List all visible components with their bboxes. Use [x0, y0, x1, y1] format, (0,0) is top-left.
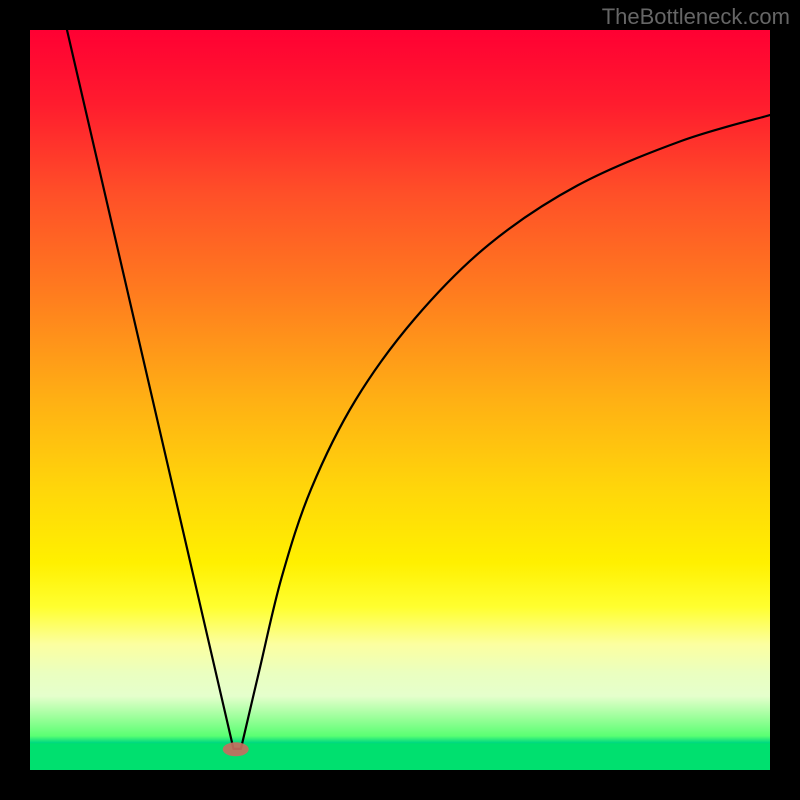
chart-container: TheBottleneck.com	[0, 0, 800, 800]
solid-green-band	[30, 743, 770, 770]
plot-gradient-background	[30, 30, 770, 770]
bottleneck-chart	[0, 0, 800, 800]
watermark-label: TheBottleneck.com	[602, 4, 790, 30]
bottleneck-marker	[223, 742, 249, 756]
